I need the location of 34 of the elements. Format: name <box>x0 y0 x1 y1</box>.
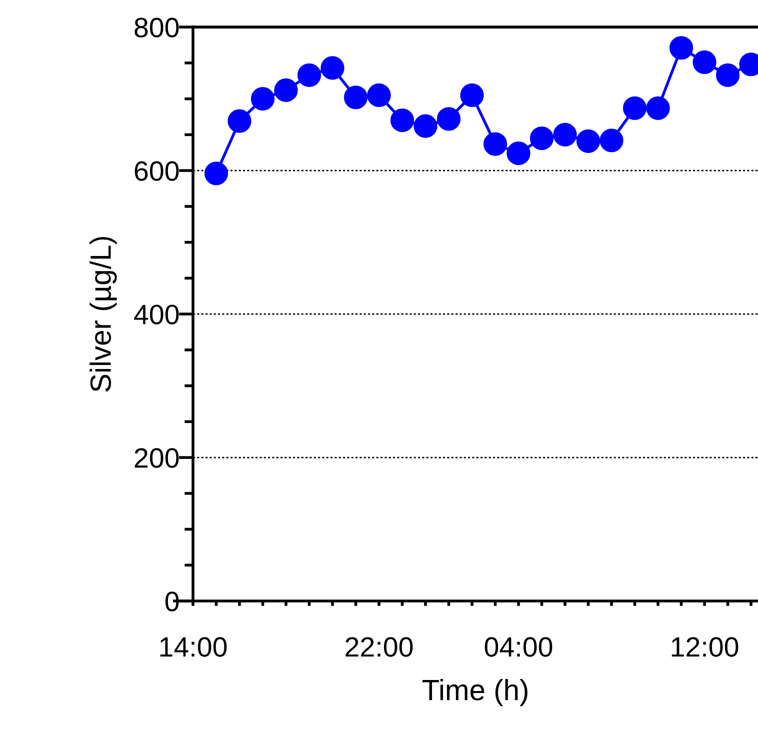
y-tick-label: 600 <box>134 161 179 181</box>
point <box>414 114 438 138</box>
point <box>297 63 322 87</box>
y-tick-label: 200 <box>134 448 179 468</box>
point <box>506 142 530 166</box>
x-tick-label: 12:00 <box>672 637 738 657</box>
point <box>204 162 228 186</box>
point <box>646 96 670 120</box>
point <box>390 108 414 132</box>
point <box>436 107 461 131</box>
point <box>622 96 647 120</box>
point <box>344 86 368 110</box>
point <box>250 87 275 111</box>
y-tick-label: 400 <box>134 304 179 324</box>
x-axis-title: Time (h) <box>422 678 528 706</box>
y-tick-label: 800 <box>134 18 179 38</box>
point <box>600 128 624 152</box>
point <box>228 109 252 133</box>
point <box>367 83 391 108</box>
x-tick-label: 14:00 <box>160 637 227 657</box>
point <box>553 122 577 146</box>
y-axis-title: Silver (µg/L) <box>90 236 117 392</box>
x-tick-label: 04:00 <box>484 637 552 657</box>
point <box>320 56 344 80</box>
point <box>669 36 694 60</box>
point <box>483 132 508 156</box>
point <box>274 78 298 102</box>
point <box>692 50 716 74</box>
point <box>530 126 554 150</box>
y-tick-label: 0 <box>165 592 179 612</box>
point <box>576 129 600 153</box>
x-tick-label: 22:00 <box>346 637 413 657</box>
point <box>460 83 484 108</box>
point <box>716 63 740 87</box>
